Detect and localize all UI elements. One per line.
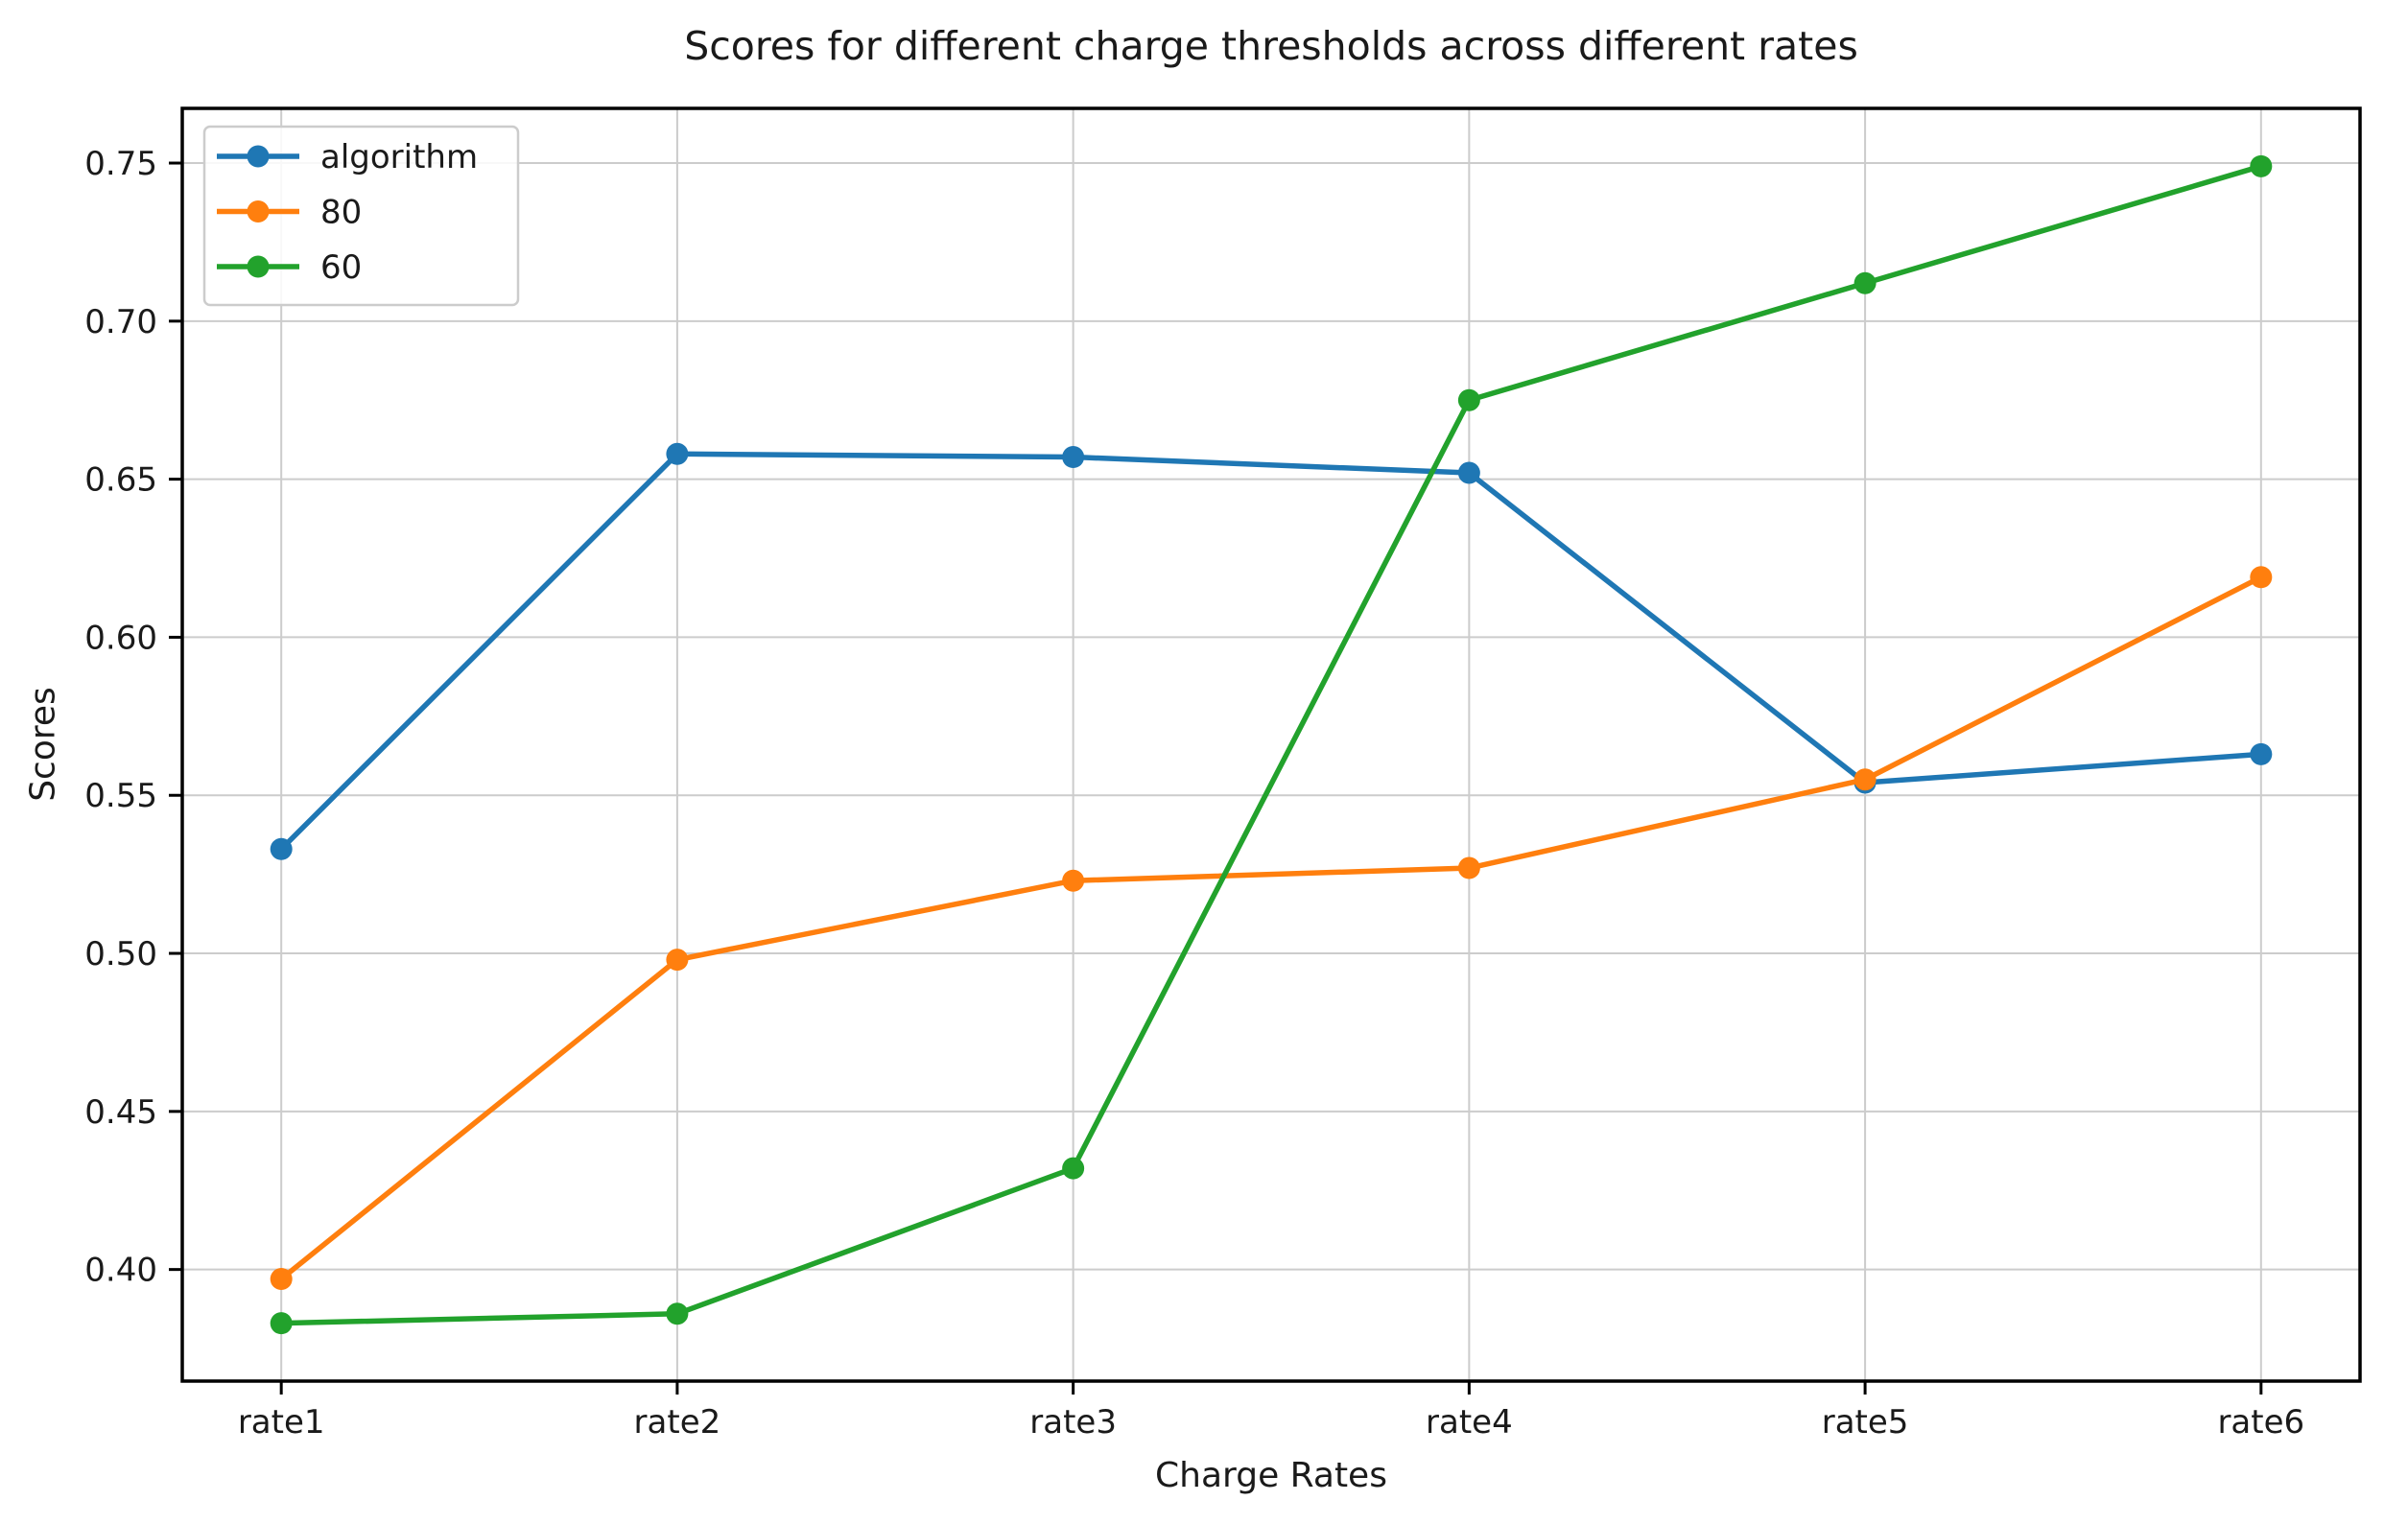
legend-label: 80: [320, 194, 362, 232]
data-point-80-rate6: [2250, 566, 2273, 589]
data-point-60-rate2: [666, 1302, 689, 1325]
data-point-80-rate2: [666, 949, 689, 972]
data-point-algorithm-rate2: [666, 442, 689, 465]
data-point-60-rate6: [2250, 154, 2273, 177]
legend-entry-algorithm: algorithm: [217, 138, 478, 176]
legend-marker-icon: [247, 255, 270, 278]
data-point-80-rate5: [1853, 768, 1877, 791]
x-tick-label-rate5: rate5: [1822, 1403, 1909, 1442]
series-line-80: [278, 574, 2264, 1282]
y-tick-label-0.45: 0.45: [84, 1093, 157, 1132]
data-point-algorithm-rate4: [1457, 461, 1480, 484]
series-line-60: [278, 163, 2264, 1326]
legend-label: algorithm: [320, 138, 478, 176]
legend-marker-icon: [247, 200, 270, 223]
y-tick-label-0.75: 0.75: [84, 145, 157, 183]
x-tick-label-rate3: rate3: [1029, 1403, 1117, 1442]
legend-entry-60: 60: [217, 248, 362, 287]
data-point-algorithm-rate3: [1062, 446, 1085, 469]
series-line-algorithm: [278, 451, 2264, 853]
data-point-algorithm-rate1: [270, 837, 293, 860]
data-point-60-rate3: [1062, 1157, 1085, 1180]
y-tick-label-0.70: 0.70: [84, 303, 157, 341]
x-tick-label-rate4: rate4: [1426, 1403, 1513, 1442]
data-point-80-rate1: [270, 1268, 293, 1291]
y-tick-label-0.40: 0.40: [84, 1252, 157, 1290]
plot-border: [180, 106, 2362, 1383]
data-point-algorithm-rate6: [2250, 742, 2273, 765]
y-axis-title: Scores: [23, 687, 63, 802]
y-tick-label-0.60: 0.60: [84, 619, 157, 657]
x-tick-label-rate2: rate2: [634, 1403, 721, 1442]
y-tick-label-0.50: 0.50: [84, 935, 157, 973]
data-point-80-rate4: [1457, 856, 1480, 879]
x-axis-title: Charge Rates: [1155, 1456, 1387, 1495]
y-tick-label-0.55: 0.55: [84, 777, 157, 815]
legend: algorithm 80 60: [202, 125, 520, 307]
data-point-60-rate1: [270, 1312, 293, 1335]
data-point-60-rate4: [1457, 388, 1480, 411]
legend-marker-icon: [247, 145, 270, 168]
data-point-60-rate5: [1853, 271, 1877, 294]
legend-box: [202, 125, 520, 307]
x-tick-label-rate1: rate1: [238, 1403, 325, 1442]
data-point-80-rate3: [1062, 869, 1085, 892]
legend-label: 60: [320, 248, 362, 287]
y-tick-label-0.65: 0.65: [84, 461, 157, 500]
x-tick-label-rate6: rate6: [2217, 1403, 2304, 1442]
chart-title: Scores for different charge thresholds a…: [684, 23, 1858, 69]
legend-entry-80: 80: [217, 194, 362, 232]
